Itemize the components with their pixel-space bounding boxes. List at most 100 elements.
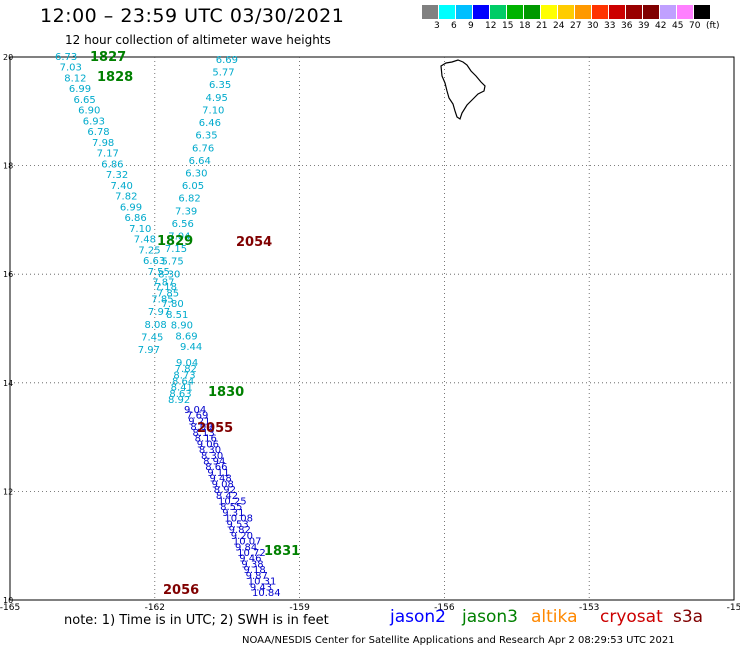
wave-height-value: 7.40 <box>111 181 133 192</box>
wave-height-value: 6.99 <box>69 84 91 95</box>
satellite-legend-item: altika <box>531 607 578 627</box>
color-scale-label: 42 <box>655 21 667 31</box>
wave-height-value: 6.30 <box>185 168 207 179</box>
wave-height-value: 8.69 <box>175 331 197 342</box>
wave-height-value: 7.98 <box>92 138 114 149</box>
map-plot[interactable]: -165 -162 -159 -156 -153 -15 20 18 16 14 12 10 6.73… <box>0 0 740 612</box>
pass-number-label: 1827 <box>90 50 126 65</box>
footer-credit: NOAA/NESDIS Center for Satellite Applica… <box>242 635 675 646</box>
wave-height-value: 6.35 <box>209 80 231 91</box>
note-text: note: 1) Time is in UTC; 2) SWH is in fe… <box>64 613 329 628</box>
color-swatch <box>473 5 490 19</box>
color-scale-label: 3 <box>434 21 440 31</box>
wave-height-value: 4.95 <box>206 93 228 104</box>
x-tick-label: -15 <box>727 603 740 612</box>
wave-height-value: 8.90 <box>171 321 193 332</box>
wave-height-value: 6.99 <box>120 202 142 213</box>
plot-frame <box>9 56 735 601</box>
wave-height-value: 9.44 <box>180 342 202 353</box>
wave-height-value: 7.48 <box>134 235 156 246</box>
wave-height-value: 10.25 <box>218 497 247 508</box>
wave-height-value: 9.43 <box>250 582 272 593</box>
wave-height-value: 7.45 <box>141 332 163 343</box>
satellite-legend-item: jason2 <box>390 607 446 627</box>
x-tick-label: -159 <box>289 603 310 612</box>
color-swatch <box>626 5 643 19</box>
wave-height-value: 7.97 <box>138 345 160 356</box>
color-scale-label: 45 <box>672 21 684 31</box>
wave-height-value: 10.84 <box>252 588 281 599</box>
y-tick-label: 16 <box>3 270 13 279</box>
wave-height-value: 6.56 <box>172 219 194 230</box>
wave-height-value: 9.53 <box>227 519 249 530</box>
color-scale-label: 24 <box>553 21 565 31</box>
wave-height-value: 6.46 <box>199 118 221 129</box>
wave-height-value: 9.48 <box>210 474 232 485</box>
wave-height-value: 6.63 <box>143 256 165 267</box>
wave-height-value: 9.06 <box>197 439 219 450</box>
color-scale-label: 70 <box>689 21 701 31</box>
wave-height-value: 7.10 <box>202 105 224 116</box>
color-scale-label: 33 <box>604 21 616 31</box>
color-swatch <box>524 5 541 19</box>
color-scale-label: (ft) <box>706 21 720 31</box>
wave-height-value: 9.04 <box>176 358 198 369</box>
wave-height-value: 8.51 <box>166 310 188 321</box>
wave-height-value: 9.04 <box>184 405 206 416</box>
wave-height-value: 8.16 <box>195 434 217 445</box>
wave-height-value: 6.69 <box>216 55 238 66</box>
axis-tick-labels: -165 -162 -159 -156 -153 -15 20 18 16 14 12 10 <box>0 53 740 612</box>
wave-height-value: 7.32 <box>106 170 128 181</box>
wave-height-value: 9.82 <box>229 525 251 536</box>
wave-height-value: 9.38 <box>241 559 263 570</box>
color-swatch <box>541 5 558 19</box>
color-swatch <box>439 5 456 19</box>
color-swatch <box>490 5 507 19</box>
y-tick-label: 18 <box>3 162 13 171</box>
color-swatch <box>609 5 626 19</box>
pass-number-label: 2054 <box>236 235 272 250</box>
wave-height-value: 7.17 <box>97 149 119 160</box>
wave-height-value: 7.10 <box>129 224 151 235</box>
pass-number-label: 2056 <box>163 583 199 598</box>
wave-height-value: 8.73 <box>173 370 195 381</box>
wave-height-value: 9.31 <box>222 508 244 519</box>
wave-height-value: 7.55 <box>148 267 170 278</box>
wave-height-value: 7.80 <box>161 299 183 310</box>
wave-height-value: 8.41 <box>171 383 193 394</box>
color-scale-label: 27 <box>570 21 582 31</box>
wave-height-value: 10.31 <box>248 577 277 588</box>
wave-height-tracks: 6.737.038.126.996.656.906.936.787.987.17… <box>55 52 281 599</box>
pass-number-label: 1830 <box>208 385 244 400</box>
wave-height-value: 6.86 <box>124 213 146 224</box>
wave-height-value: 8.92 <box>168 395 190 406</box>
y-tick-label: 12 <box>3 487 13 496</box>
wave-height-value: 10.72 <box>237 548 266 559</box>
wave-height-value: 10.07 <box>233 537 262 548</box>
y-tick-label: 10 <box>3 596 13 605</box>
color-scale-label: 36 <box>621 21 633 31</box>
wave-height-value: 8.63 <box>169 389 191 400</box>
x-tick-label: -162 <box>145 603 165 612</box>
color-swatch <box>592 5 609 19</box>
wave-height-value: 6.05 <box>182 181 204 192</box>
wave-height-value: 7.69 <box>186 411 208 422</box>
pass-number-label: 1829 <box>157 234 193 249</box>
wave-height-value: 6.73 <box>55 52 77 63</box>
wave-height-value: 6.65 <box>74 95 96 106</box>
lat-lon-grid <box>9 56 735 601</box>
wave-height-value: 8.30 <box>158 269 180 280</box>
wave-height-value: 7.03 <box>60 63 82 74</box>
wave-height-value: 7.39 <box>175 206 197 217</box>
wave-height-value: 7.82 <box>115 192 137 203</box>
color-scale-label: 30 <box>587 21 599 31</box>
wave-height-value: 5.77 <box>212 68 234 79</box>
wave-height-value: 7.85 <box>157 288 179 299</box>
wave-height-value: 7.15 <box>165 244 187 255</box>
y-tick-label: 20 <box>3 53 13 62</box>
wave-height-value: 6.35 <box>195 131 217 142</box>
wave-height-value: 8.42 <box>216 491 238 502</box>
color-swatch <box>422 5 439 19</box>
wave-height-value: 10.08 <box>224 514 253 525</box>
wave-height-value: 6.78 <box>87 127 109 138</box>
